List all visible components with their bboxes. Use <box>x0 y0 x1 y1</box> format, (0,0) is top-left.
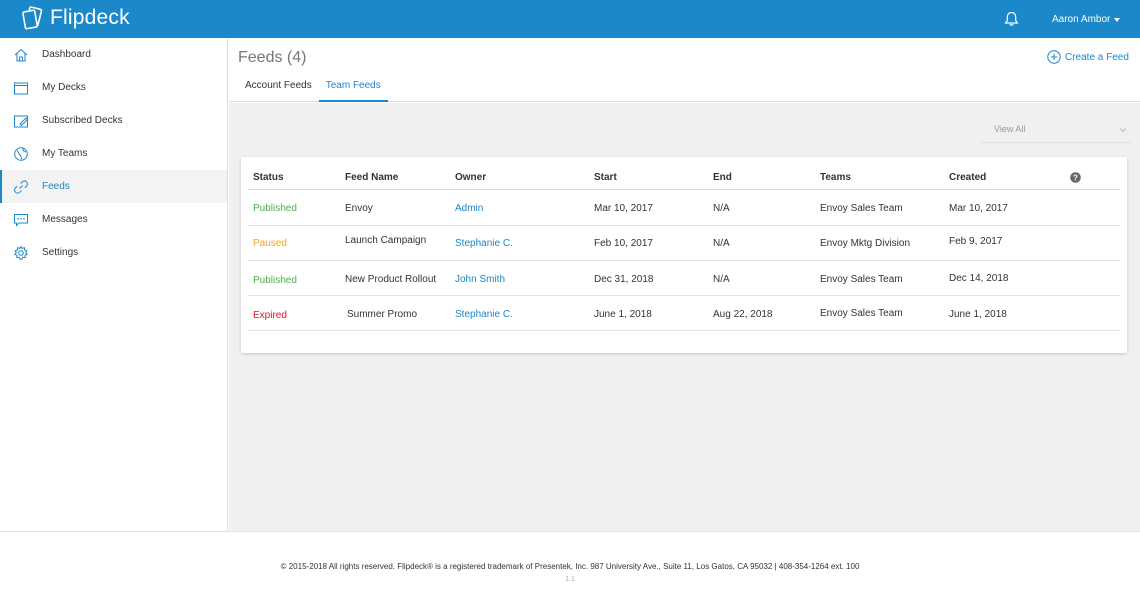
copyright-text: © 2015-2018 All rights reserved. Flipdec… <box>280 562 860 571</box>
app-logo[interactable]: Flipdeck <box>22 6 130 30</box>
column-header-owner[interactable]: Owner <box>455 172 487 183</box>
home-icon <box>13 47 29 63</box>
page-header: Feeds (4) Create a Feed Account Feeds Te… <box>229 38 1140 102</box>
owner-link[interactable]: John Smith <box>455 274 506 285</box>
created-cell: Dec 14, 2018 <box>949 273 1009 284</box>
end-cell: N/A <box>713 203 730 214</box>
owner-link[interactable]: Admin <box>455 203 484 214</box>
notifications-bell-icon[interactable] <box>1004 11 1019 32</box>
status-cell: Published <box>253 203 297 214</box>
column-header-feed-name[interactable]: Feed Name <box>345 172 399 183</box>
page-title: Feeds (4) <box>238 49 307 66</box>
top-bar: Flipdeck Aaron Ambor <box>0 0 1140 38</box>
teams-cell: Envoy Sales Team <box>820 203 903 214</box>
sidebar-item-label: My Decks <box>42 82 86 93</box>
flipdeck-logo-icon <box>22 6 43 30</box>
owner-link[interactable]: Stephanie C. <box>455 238 513 249</box>
create-feed-label: Create a Feed <box>1065 51 1129 63</box>
teams-cell: Envoy Mktg Division <box>820 238 911 249</box>
sidebar-item-label: Feeds <box>42 181 70 192</box>
table-header: Status Feed Name Owner Start End Teams C… <box>248 167 1120 190</box>
footer: © 2015-2018 All rights reserved. Flipdec… <box>0 531 1140 600</box>
sidebar-item-settings[interactable]: Settings <box>0 236 227 269</box>
created-cell: June 1, 2018 <box>949 309 1007 320</box>
column-header-created[interactable]: Created <box>949 172 987 183</box>
help-icon[interactable]: ? <box>1070 170 1081 188</box>
sidebar-item-my-decks[interactable]: My Decks <box>0 71 227 104</box>
feed-name-cell: Launch Campaign <box>345 235 427 246</box>
version-text: 1.1 <box>565 576 575 583</box>
sidebar: Dashboard My Decks Subscribed Decks My T… <box>0 38 228 531</box>
globe-icon <box>13 146 29 162</box>
sidebar-item-my-teams[interactable]: My Teams <box>0 137 227 170</box>
user-menu[interactable]: Aaron Ambor <box>1052 14 1121 25</box>
sidebar-item-label: My Teams <box>42 148 88 159</box>
chevron-down-icon <box>1119 125 1127 135</box>
message-icon <box>13 212 29 228</box>
user-name: Aaron Ambor <box>1052 14 1111 25</box>
column-header-start[interactable]: Start <box>594 172 617 183</box>
end-cell: Aug 22, 2018 <box>713 309 773 320</box>
feed-name-cell: Envoy <box>345 203 373 214</box>
created-cell: Mar 10, 2017 <box>949 203 1008 214</box>
table-row[interactable]: Paused Launch Campaign Stephanie C. Feb … <box>248 226 1120 261</box>
teams-cell: Envoy Sales Team <box>820 274 903 285</box>
status-cell: Expired <box>253 310 287 321</box>
link-icon <box>13 179 29 195</box>
svg-text:?: ? <box>1073 173 1078 182</box>
sidebar-item-feeds[interactable]: Feeds <box>0 170 227 203</box>
sidebar-item-label: Subscribed Decks <box>42 115 123 126</box>
created-cell: Feb 9, 2017 <box>949 236 1003 247</box>
content-area: View All Status Feed Name Owner Start En… <box>229 103 1140 531</box>
deck-icon <box>13 80 29 96</box>
sidebar-item-dashboard[interactable]: Dashboard <box>0 38 227 71</box>
teams-cell: Envoy Sales Team <box>820 308 903 319</box>
plus-circle-icon <box>1047 50 1061 64</box>
gear-icon <box>13 245 29 261</box>
feeds-table: Status Feed Name Owner Start End Teams C… <box>241 157 1127 353</box>
sidebar-item-messages[interactable]: Messages <box>0 203 227 236</box>
tab-account-feeds[interactable]: Account Feeds <box>245 80 312 91</box>
column-header-status[interactable]: Status <box>253 172 284 183</box>
start-cell: Feb 10, 2017 <box>594 238 653 249</box>
start-cell: Mar 10, 2017 <box>594 203 653 214</box>
table-row[interactable]: Published New Product Rollout John Smith… <box>248 261 1120 296</box>
column-header-end[interactable]: End <box>713 172 732 183</box>
view-filter-select[interactable]: View All <box>981 119 1131 143</box>
table-row[interactable]: Expired Summer Promo Stephanie C. June 1… <box>248 296 1120 331</box>
sidebar-item-label: Messages <box>42 214 88 225</box>
owner-link[interactable]: Stephanie C. <box>455 309 513 320</box>
end-cell: N/A <box>713 238 730 249</box>
chevron-down-icon <box>1114 17 1121 22</box>
column-header-teams[interactable]: Teams <box>820 172 851 183</box>
feed-name-cell: Summer Promo <box>347 309 418 320</box>
tab-team-feeds[interactable]: Team Feeds <box>318 80 388 102</box>
feed-tabs: Account Feeds Team Feeds <box>238 80 388 102</box>
start-cell: Dec 31, 2018 <box>594 274 654 285</box>
sidebar-item-subscribed-decks[interactable]: Subscribed Decks <box>0 104 227 137</box>
status-cell: Published <box>253 275 297 286</box>
status-cell: Paused <box>253 238 287 249</box>
subscribed-deck-icon <box>13 113 29 129</box>
app-name: Flipdeck <box>50 6 130 29</box>
sidebar-item-label: Settings <box>42 247 79 258</box>
end-cell: N/A <box>713 274 730 285</box>
sidebar-item-label: Dashboard <box>42 49 91 60</box>
start-cell: June 1, 2018 <box>594 309 652 320</box>
create-feed-button[interactable]: Create a Feed <box>1047 50 1129 64</box>
table-row[interactable]: Published Envoy Admin Mar 10, 2017 N/A E… <box>248 191 1120 226</box>
view-filter-value: View All <box>994 124 1026 134</box>
feed-name-cell: New Product Rollout <box>345 274 437 285</box>
